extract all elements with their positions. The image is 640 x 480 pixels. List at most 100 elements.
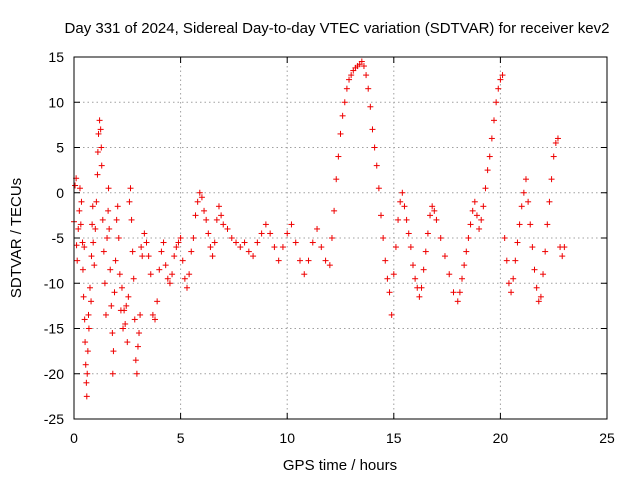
data-point <box>84 348 91 355</box>
data-point <box>275 257 282 264</box>
data-point <box>433 216 440 223</box>
data-point <box>105 185 112 192</box>
y-axis-label: SDTVAR / TECUs <box>8 178 25 298</box>
data-point <box>390 271 397 278</box>
data-point <box>441 253 448 260</box>
data-point <box>92 225 99 232</box>
data-point <box>139 253 146 260</box>
data-point <box>169 271 176 278</box>
data-point <box>401 203 408 210</box>
data-point <box>427 212 434 219</box>
data-point <box>465 235 472 241</box>
data-point <box>84 370 91 377</box>
data-point <box>416 293 423 300</box>
data-point <box>559 253 566 260</box>
data-point <box>491 117 498 124</box>
data-point <box>341 99 348 106</box>
data-point <box>531 266 538 273</box>
data-point <box>186 271 193 278</box>
data-point <box>181 275 188 282</box>
data-point <box>378 212 385 219</box>
data-point <box>98 144 105 151</box>
data-point <box>138 244 145 251</box>
data-point <box>132 357 139 364</box>
data-point <box>76 207 83 214</box>
data-point <box>83 379 90 386</box>
data-point <box>546 198 553 205</box>
data-point <box>554 135 561 142</box>
data-point <box>437 235 444 241</box>
data-point <box>529 244 536 251</box>
data-point <box>237 244 244 251</box>
data-point <box>101 280 108 287</box>
data-point <box>429 203 436 210</box>
grid <box>74 57 607 419</box>
data-point <box>514 239 521 246</box>
data-point <box>395 216 402 223</box>
data-point <box>166 280 173 287</box>
data-point <box>143 239 150 246</box>
data-point <box>382 257 389 264</box>
data-point <box>79 266 86 273</box>
data-point <box>463 248 470 255</box>
data-point <box>318 244 325 251</box>
data-point <box>102 311 109 318</box>
data-point <box>100 248 107 255</box>
data-point <box>486 153 493 160</box>
x-tick-label: 15 <box>386 430 402 446</box>
data-point <box>365 85 372 92</box>
data-point <box>133 370 140 377</box>
data-point <box>105 207 112 214</box>
data-point <box>121 307 128 314</box>
data-point <box>111 289 118 296</box>
data-point <box>141 230 148 237</box>
data-point <box>109 370 116 377</box>
data-points <box>71 58 568 400</box>
data-point <box>520 189 527 196</box>
data-point <box>499 72 506 79</box>
data-point <box>203 216 210 223</box>
data-point <box>373 162 380 169</box>
data-point <box>173 244 180 251</box>
data-point <box>162 262 169 269</box>
data-point <box>94 149 101 156</box>
data-point <box>309 239 316 246</box>
data-point <box>337 130 344 137</box>
data-point <box>527 221 534 228</box>
data-point <box>397 198 404 205</box>
data-point <box>160 239 167 246</box>
data-point <box>363 72 370 79</box>
data-point <box>503 257 510 264</box>
data-point <box>154 298 161 305</box>
x-tick-label: 20 <box>493 430 509 446</box>
data-point <box>542 248 549 255</box>
data-point <box>80 293 87 300</box>
data-point <box>388 311 395 318</box>
data-point <box>233 239 240 246</box>
data-point <box>552 139 559 146</box>
data-point <box>384 275 391 282</box>
data-point <box>205 230 212 237</box>
data-point <box>106 225 113 232</box>
data-point <box>420 266 427 273</box>
data-point <box>343 85 350 92</box>
data-point <box>469 207 476 214</box>
data-point <box>537 293 544 300</box>
data-point <box>86 284 93 291</box>
x-tick-label: 5 <box>177 430 185 446</box>
data-point <box>113 216 120 223</box>
data-point <box>89 203 96 210</box>
data-point <box>386 289 393 296</box>
data-point <box>209 253 216 260</box>
data-point <box>76 185 83 192</box>
data-point <box>488 135 495 142</box>
data-point <box>91 262 98 269</box>
data-point <box>126 198 133 205</box>
data-point <box>131 316 138 323</box>
data-point <box>85 325 92 332</box>
data-point <box>505 280 512 287</box>
data-point <box>326 262 333 269</box>
data-point <box>348 72 355 79</box>
data-point <box>158 248 165 255</box>
data-point <box>375 185 382 192</box>
